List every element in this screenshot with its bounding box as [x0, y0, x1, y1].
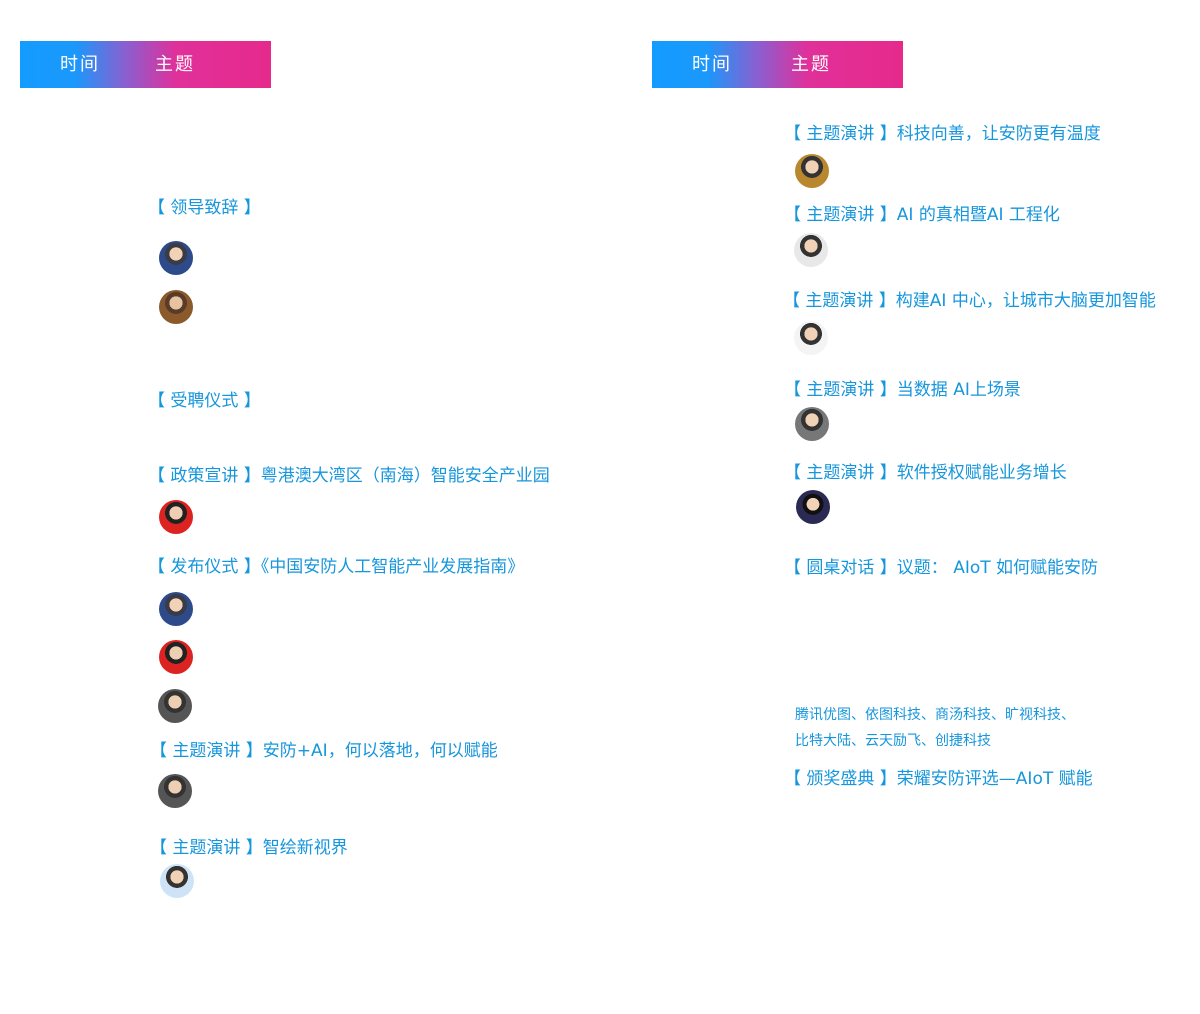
- avatar: [794, 321, 828, 355]
- avatar: [796, 490, 830, 524]
- session-title: 【 主题演讲 】安防+AI，何以落地，何以赋能: [150, 741, 498, 761]
- session-title: 【 领导致辞 】: [148, 198, 261, 218]
- session-title: 【 主题演讲 】科技向善，让安防更有温度: [784, 124, 1101, 144]
- header-time: 时间: [60, 54, 100, 75]
- avatar: [794, 233, 828, 267]
- session-title: 【 主题演讲 】当数据 AI上场景: [784, 380, 1021, 400]
- avatar: [795, 407, 829, 441]
- session-title: 【 主题演讲 】构建AI 中心，让城市大脑更加智能: [783, 291, 1156, 311]
- avatar: [159, 592, 193, 626]
- header-bar: 时间 主题: [652, 41, 903, 88]
- avatar: [159, 500, 193, 534]
- session-title: 【 圆桌对话 】议题： AIoT 如何赋能安防: [784, 558, 1099, 578]
- avatar: [160, 864, 194, 898]
- header-topic: 主题: [791, 54, 831, 75]
- session-title: 【 主题演讲 】AI 的真相暨AI 工程化: [784, 205, 1060, 225]
- session-title: 【 政策宣讲 】粤港澳大湾区（南海）智能安全产业园: [148, 466, 550, 486]
- header-bar: 时间 主题: [20, 41, 271, 88]
- avatar: [159, 640, 193, 674]
- participants: 比特大陆、云天励飞、创捷科技: [795, 733, 991, 749]
- session-title: 【 主题演讲 】软件授权赋能业务增长: [784, 463, 1067, 483]
- session-title: 【 颁奖盛典 】荣耀安防评选—AIoT 赋能: [784, 769, 1093, 789]
- header-topic: 主题: [155, 54, 195, 75]
- avatar: [159, 290, 193, 324]
- session-title: 【 发布仪式 】《中国安防人工智能产业发展指南》: [148, 557, 525, 577]
- avatar: [158, 774, 192, 808]
- participants: 腾讯优图、依图科技、商汤科技、旷视科技、: [795, 707, 1075, 723]
- avatar: [158, 689, 192, 723]
- session-title: 【 受聘仪式 】: [148, 391, 261, 411]
- header-time: 时间: [692, 54, 732, 75]
- session-title: 【 主题演讲 】智绘新视界: [150, 838, 348, 858]
- avatar: [795, 154, 829, 188]
- avatar: [159, 241, 193, 275]
